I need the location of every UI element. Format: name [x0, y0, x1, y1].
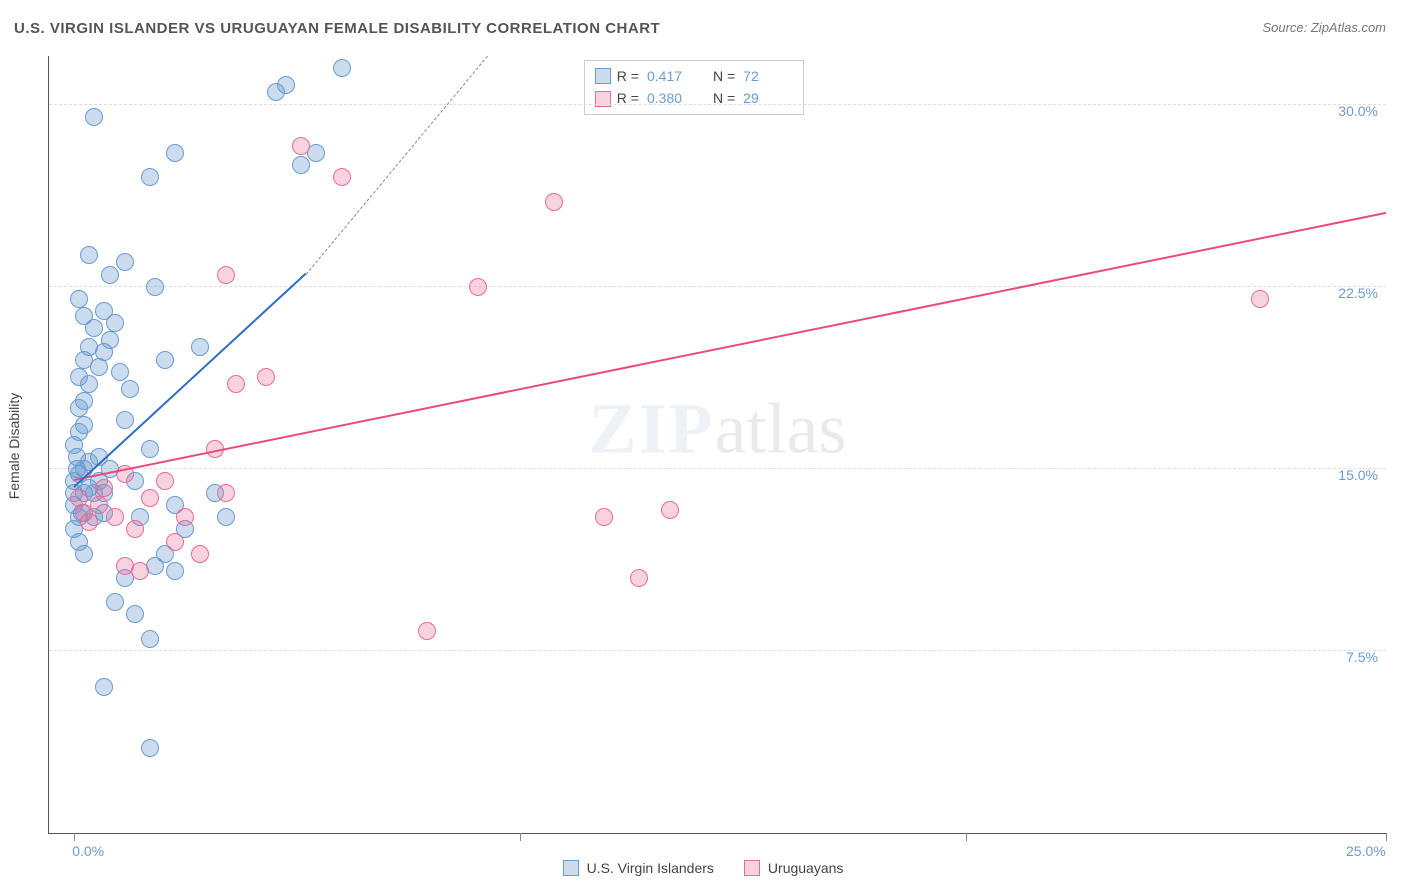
point-series-b [545, 193, 563, 211]
point-series-a [333, 59, 351, 77]
point-series-a [146, 278, 164, 296]
y-tick-label: 7.5% [1346, 649, 1378, 665]
point-series-b [217, 484, 235, 502]
legend-label: Uruguayans [768, 860, 844, 876]
x-tick [966, 833, 967, 841]
point-series-b [106, 508, 124, 526]
point-series-a [75, 392, 93, 410]
point-series-b [141, 489, 159, 507]
point-series-a [101, 331, 119, 349]
point-series-a [191, 338, 209, 356]
legend-swatch [563, 860, 579, 876]
x-tick [1386, 833, 1387, 841]
legend-label: U.S. Virgin Islanders [587, 860, 714, 876]
point-series-b [126, 520, 144, 538]
y-tick-label: 30.0% [1338, 103, 1378, 119]
point-series-a [217, 508, 235, 526]
x-tick [520, 833, 521, 841]
chart-title: U.S. VIRGIN ISLANDER VS URUGUAYAN FEMALE… [14, 20, 660, 37]
point-series-a [85, 108, 103, 126]
point-series-b [191, 545, 209, 563]
point-series-a [141, 440, 159, 458]
point-series-a [80, 338, 98, 356]
watermark: ZIPatlas [589, 387, 847, 470]
gridline [49, 468, 1386, 469]
point-series-a [121, 380, 139, 398]
point-series-b [90, 496, 108, 514]
point-series-a [116, 411, 134, 429]
point-series-b [1251, 290, 1269, 308]
point-series-b [156, 472, 174, 490]
trendline-a-extended [306, 55, 488, 274]
point-series-b [227, 375, 245, 393]
point-series-a [101, 266, 119, 284]
point-series-b [95, 479, 113, 497]
legend-correlation: R =0.417N =72R =0.380N =29 [584, 60, 804, 115]
gridline [49, 104, 1386, 105]
point-series-a [116, 253, 134, 271]
x-tick-label: 0.0% [72, 843, 104, 859]
point-series-a [141, 739, 159, 757]
point-series-b [333, 168, 351, 186]
point-series-b [80, 513, 98, 531]
trendline-b [74, 212, 1386, 481]
point-series-a [75, 307, 93, 325]
point-series-b [595, 508, 613, 526]
point-series-b [469, 278, 487, 296]
y-tick-label: 15.0% [1338, 467, 1378, 483]
point-series-a [111, 363, 129, 381]
point-series-a [95, 678, 113, 696]
point-series-a [75, 545, 93, 563]
point-series-a [141, 168, 159, 186]
y-axis-label: Female Disability [6, 393, 22, 500]
point-series-a [95, 302, 113, 320]
point-series-a [141, 630, 159, 648]
point-series-b [131, 562, 149, 580]
legend-item: U.S. Virgin Islanders [563, 860, 714, 876]
point-series-a [106, 593, 124, 611]
point-series-a [75, 416, 93, 434]
point-series-b [257, 368, 275, 386]
point-series-a [126, 605, 144, 623]
point-series-b [217, 266, 235, 284]
legend-row: R =0.417N =72 [595, 65, 793, 87]
legend-series: U.S. Virgin Islanders Uruguayans [0, 860, 1406, 876]
point-series-b [661, 501, 679, 519]
y-tick-label: 22.5% [1338, 285, 1378, 301]
x-tick [74, 833, 75, 841]
legend-item: Uruguayans [744, 860, 844, 876]
gridline [49, 286, 1386, 287]
point-series-b [630, 569, 648, 587]
point-series-b [292, 137, 310, 155]
gridline [49, 650, 1386, 651]
source-label: Source: ZipAtlas.com [1262, 20, 1386, 35]
legend-swatch [744, 860, 760, 876]
point-series-a [156, 351, 174, 369]
point-series-a [70, 368, 88, 386]
legend-row: R =0.380N =29 [595, 87, 793, 109]
point-series-a [166, 562, 184, 580]
point-series-b [166, 533, 184, 551]
point-series-b [176, 508, 194, 526]
x-tick-label: 25.0% [1346, 843, 1386, 859]
point-series-a [292, 156, 310, 174]
point-series-a [80, 246, 98, 264]
point-series-b [418, 622, 436, 640]
point-series-a [277, 76, 295, 94]
plot-area: ZIPatlas R =0.417N =72R =0.380N =29 7.5%… [48, 56, 1386, 834]
point-series-a [166, 144, 184, 162]
legend-swatch [595, 68, 611, 84]
point-series-a [70, 290, 88, 308]
